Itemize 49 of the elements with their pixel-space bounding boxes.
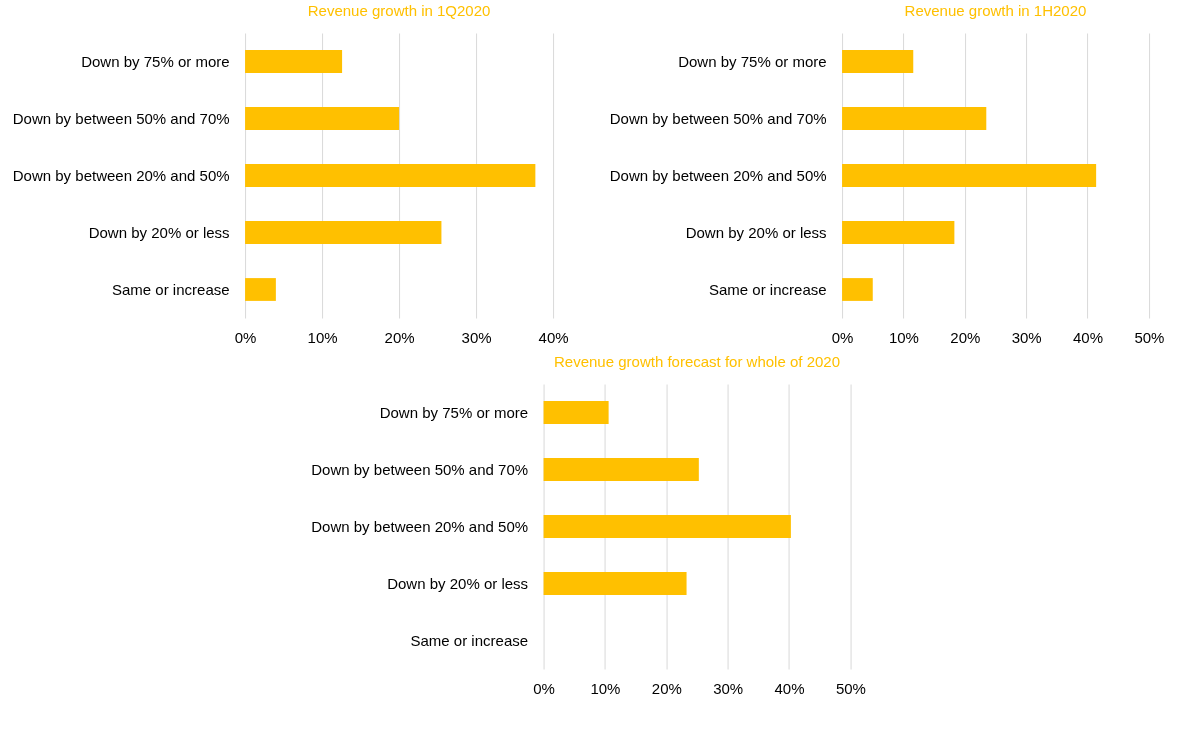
x-tick-label: 40% (774, 679, 805, 697)
x-tick-label: 0% (831, 328, 854, 346)
y-tick-label: Down by 75% or more (678, 52, 827, 70)
bar (245, 164, 536, 187)
y-tick-label: Down by 20% or less (685, 223, 827, 241)
bar (245, 107, 400, 130)
bar (543, 401, 609, 424)
x-tick-label: 40% (538, 328, 569, 346)
chart-title: Revenue growth forecast for whole of 2020 (553, 353, 840, 370)
x-tick-label: 30% (1011, 328, 1042, 346)
y-tick-label: Down by between 20% and 50% (609, 166, 827, 184)
x-tick-label: 10% (307, 328, 338, 346)
x-tick-label: 10% (590, 679, 621, 697)
bar (543, 572, 687, 595)
y-tick-label: Same or increase (410, 631, 529, 649)
x-tick-label: 20% (651, 679, 682, 697)
y-tick-label: Down by 20% or less (88, 223, 230, 241)
x-tick-label: 30% (713, 679, 744, 697)
y-tick-label: Same or increase (112, 280, 230, 298)
x-tick-label: 10% (888, 328, 919, 346)
y-tick-label: Down by 75% or more (379, 403, 529, 421)
x-tick-label: 20% (384, 328, 415, 346)
bar (543, 515, 791, 538)
y-tick-label: Down by between 50% and 70% (609, 109, 827, 127)
chart-title: Revenue growth in 1H2020 (904, 2, 1087, 19)
y-tick-label: Down by between 50% and 70% (12, 109, 230, 127)
x-tick-label: 40% (1073, 328, 1104, 346)
y-tick-label: Down by between 20% and 50% (311, 517, 529, 535)
bar (543, 458, 699, 481)
y-tick-label: Down by between 20% and 50% (12, 166, 230, 184)
y-tick-label: Down by 20% or less (387, 574, 529, 592)
x-tick-label: 0% (533, 679, 555, 697)
x-tick-label: 0% (234, 328, 257, 346)
bar (842, 164, 1097, 187)
x-tick-label: 50% (835, 679, 866, 697)
x-tick-label: 50% (1134, 328, 1165, 346)
bar (842, 221, 955, 244)
x-tick-label: 20% (950, 328, 981, 346)
bar (245, 50, 343, 73)
chart-title: Revenue growth in 1Q2020 (307, 2, 491, 19)
bar (842, 107, 987, 130)
y-tick-label: Down by 75% or more (81, 52, 230, 70)
y-tick-label: Same or increase (709, 280, 827, 298)
bar (245, 278, 276, 301)
bar (245, 221, 442, 244)
bar (842, 278, 873, 301)
bar (842, 50, 914, 73)
y-tick-label: Down by between 50% and 70% (311, 460, 529, 478)
x-tick-label: 30% (461, 328, 492, 346)
